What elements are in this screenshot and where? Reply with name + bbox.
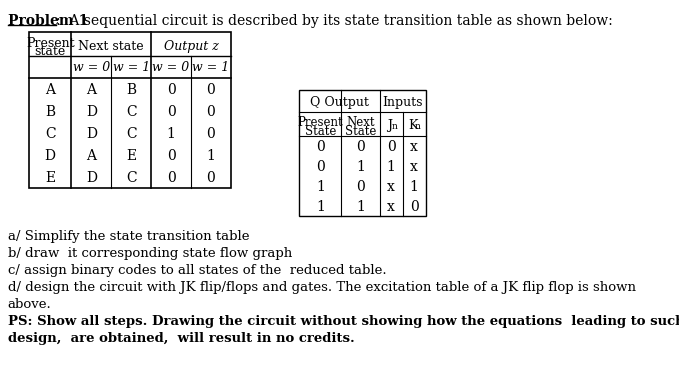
Text: Output z: Output z — [164, 40, 219, 53]
Text: x: x — [387, 200, 395, 214]
Text: c/ assign binary codes to all states of the  reduced table.: c/ assign binary codes to all states of … — [7, 264, 386, 277]
Text: C: C — [126, 105, 136, 119]
Text: Next state: Next state — [78, 40, 144, 53]
Text: w = 1: w = 1 — [113, 61, 150, 74]
Text: Q Output: Q Output — [310, 96, 369, 109]
Bar — [29, 32, 231, 188]
Text: n: n — [415, 122, 421, 131]
Text: 1: 1 — [410, 180, 419, 194]
Text: state: state — [35, 45, 66, 58]
Text: above.: above. — [7, 298, 52, 311]
Text: C: C — [126, 127, 136, 141]
Text: A: A — [86, 83, 96, 97]
Text: K: K — [408, 119, 418, 132]
Text: 1: 1 — [166, 127, 175, 141]
Text: 0: 0 — [206, 105, 215, 119]
Text: J: J — [387, 119, 392, 132]
Text: D: D — [86, 105, 97, 119]
Text: D: D — [86, 171, 97, 185]
Text: C: C — [45, 127, 56, 141]
Text: :  A sequential circuit is described by its state transition table as shown belo: : A sequential circuit is described by i… — [56, 14, 612, 28]
Text: b/ draw  it corresponding state flow graph: b/ draw it corresponding state flow grap… — [7, 247, 292, 260]
Text: B: B — [126, 83, 136, 97]
Text: Present: Present — [297, 116, 343, 129]
Text: n: n — [391, 122, 397, 131]
Text: x: x — [387, 180, 395, 194]
Text: 1: 1 — [316, 200, 325, 214]
Text: 0: 0 — [206, 171, 215, 185]
Text: 0: 0 — [166, 171, 175, 185]
Text: a/ Simplify the state transition table: a/ Simplify the state transition table — [7, 230, 249, 243]
Text: x: x — [410, 140, 418, 154]
Text: A: A — [86, 149, 96, 163]
Text: w = 0: w = 0 — [73, 61, 110, 74]
Text: D: D — [86, 127, 97, 141]
Text: x: x — [410, 160, 418, 174]
Text: B: B — [45, 105, 55, 119]
Text: 0: 0 — [356, 180, 365, 194]
Text: PS: Show all steps. Drawing the circuit without showing how the equations  leadi: PS: Show all steps. Drawing the circuit … — [7, 315, 679, 328]
Text: 0: 0 — [387, 140, 396, 154]
Text: 1: 1 — [206, 149, 215, 163]
Text: Present: Present — [26, 37, 75, 50]
Text: d/ design the circuit with JK flip/flops and gates. The excitation table of a JK: d/ design the circuit with JK flip/flops… — [7, 281, 636, 294]
Text: State: State — [305, 125, 336, 138]
Text: A: A — [45, 83, 55, 97]
Text: State: State — [345, 125, 376, 138]
Text: 0: 0 — [316, 140, 325, 154]
Text: Inputs: Inputs — [382, 96, 423, 109]
Text: E: E — [126, 149, 136, 163]
Text: 0: 0 — [166, 149, 175, 163]
Text: w = 1: w = 1 — [192, 61, 230, 74]
Text: 1: 1 — [316, 180, 325, 194]
Text: 0: 0 — [166, 105, 175, 119]
Bar — [299, 90, 426, 216]
Text: 0: 0 — [356, 140, 365, 154]
Text: design,  are obtained,  will result in no credits.: design, are obtained, will result in no … — [7, 332, 354, 345]
Text: 0: 0 — [410, 200, 418, 214]
Text: Problem 1: Problem 1 — [7, 14, 88, 28]
Text: C: C — [126, 171, 136, 185]
Text: 1: 1 — [387, 160, 396, 174]
Text: w = 0: w = 0 — [152, 61, 189, 74]
Text: 0: 0 — [206, 127, 215, 141]
Text: 0: 0 — [166, 83, 175, 97]
Text: 1: 1 — [356, 200, 365, 214]
Text: 0: 0 — [206, 83, 215, 97]
Text: 0: 0 — [316, 160, 325, 174]
Text: E: E — [45, 171, 55, 185]
Text: Next: Next — [346, 116, 375, 129]
Text: D: D — [45, 149, 56, 163]
Text: 1: 1 — [356, 160, 365, 174]
